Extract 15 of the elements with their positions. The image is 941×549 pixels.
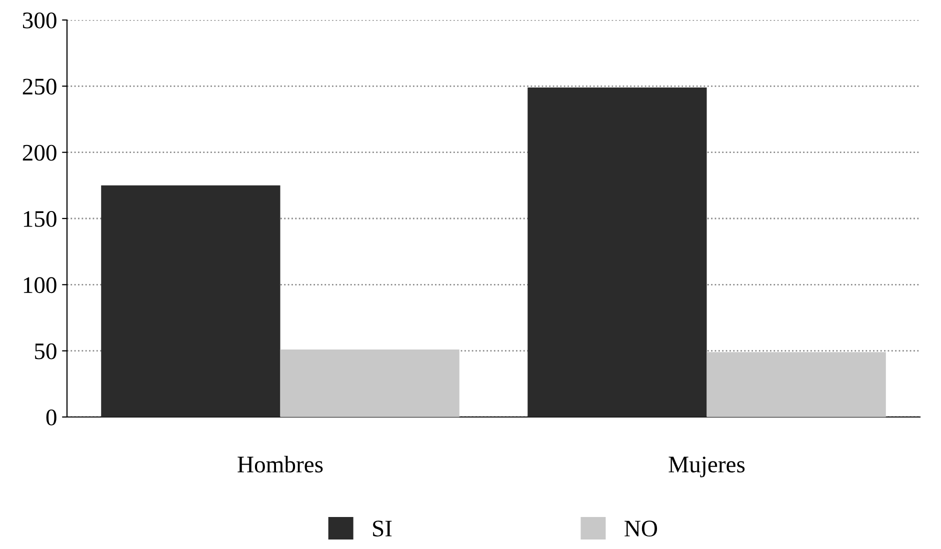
y-tick-label: 200 [22,144,56,161]
legend-label: NO [624,520,658,537]
legend-label: SI [373,520,392,537]
y-tick-label: 300 [22,12,56,28]
x-tick-label: Mujeres [668,456,745,478]
y-tick-label: 0 [46,409,56,426]
bar [101,185,280,417]
x-tick-label: Hombres [238,456,323,473]
y-tick-label: 50 [35,343,56,360]
bar [706,352,886,417]
y-tick-label: 150 [24,210,56,227]
y-tick-label: 100 [24,277,56,294]
bar [528,87,707,417]
bar [280,350,460,417]
y-tick-label: 250 [22,78,56,95]
